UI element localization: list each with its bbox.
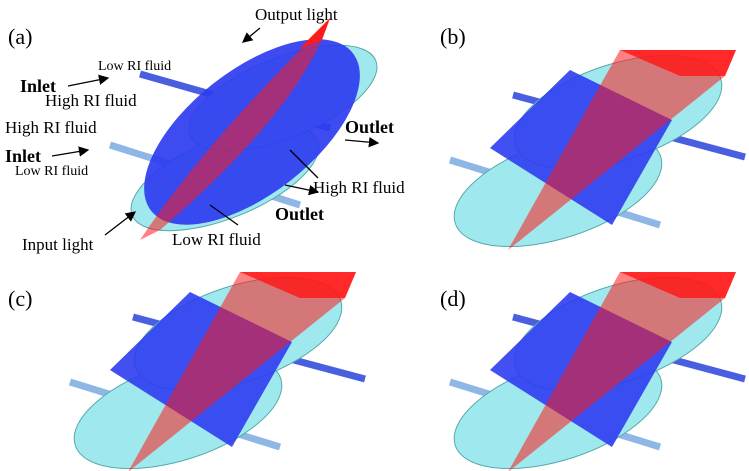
annotation: Outlet: [345, 117, 394, 137]
annotation: Inlet: [5, 146, 41, 166]
annotation: High RI fluid: [45, 91, 137, 110]
panel-c: (c): [8, 255, 365, 471]
annotation: Low RI fluid: [15, 164, 88, 179]
panel-a: (a) Output light Low RI fluid Inlet High…: [5, 4, 405, 259]
annotation: Outlet: [275, 204, 324, 224]
panel-b: (b): [440, 24, 745, 269]
panel-label: (b): [440, 24, 466, 49]
annotation: Low RI fluid: [98, 59, 171, 74]
panel-label: (c): [8, 286, 32, 311]
panel-d: (d): [440, 255, 745, 471]
annotation: High RI fluid: [5, 118, 97, 137]
panel-label: (a): [8, 24, 32, 49]
annotation: Low RI fluid: [172, 230, 261, 249]
annotation: High RI fluid: [313, 178, 405, 197]
annotation: Output light: [255, 5, 338, 24]
panel-label: (d): [440, 286, 466, 311]
figure: (a) Output light Low RI fluid Inlet High…: [0, 0, 749, 471]
annotation: Input light: [22, 235, 94, 254]
